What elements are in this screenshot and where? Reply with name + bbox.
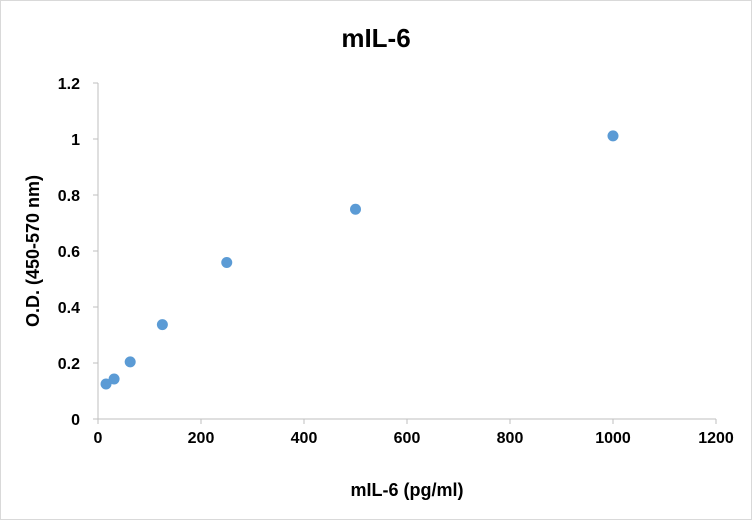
data-point	[350, 203, 361, 215]
x-tick-label: 800	[497, 430, 524, 447]
x-tick-label: 1200	[698, 430, 734, 447]
y-tick-label: 0	[71, 412, 80, 429]
x-axis-ticks: 0 200 400 600 800 1000 1200	[94, 419, 734, 447]
data-point	[156, 319, 168, 331]
x-tick-label: 1000	[595, 430, 631, 447]
x-tick-label: 600	[394, 430, 421, 447]
chart-title: mIL-6	[341, 23, 411, 53]
y-tick-label: 0.4	[58, 300, 80, 317]
data-point	[607, 130, 619, 142]
data-points	[100, 130, 619, 390]
x-tick-label: 0	[94, 430, 103, 447]
data-point	[108, 373, 120, 385]
y-tick-label: 1	[71, 132, 80, 149]
x-tick-label: 400	[291, 430, 318, 447]
data-point	[124, 356, 136, 368]
y-axis-ticks: 0 0.2 0.4 0.6 0.8 1 1.2	[58, 76, 98, 429]
y-tick-label: 1.2	[58, 76, 80, 93]
y-tick-label: 0.6	[58, 244, 80, 261]
y-axis-label: O.D. (450-570 nm)	[23, 175, 43, 327]
y-tick-label: 0.8	[58, 188, 80, 205]
x-tick-label: 200	[188, 430, 215, 447]
x-axis-label: mIL-6 (pg/ml)	[351, 480, 464, 500]
data-point	[221, 256, 233, 268]
data-point	[100, 378, 112, 390]
y-tick-label: 0.2	[58, 356, 80, 373]
